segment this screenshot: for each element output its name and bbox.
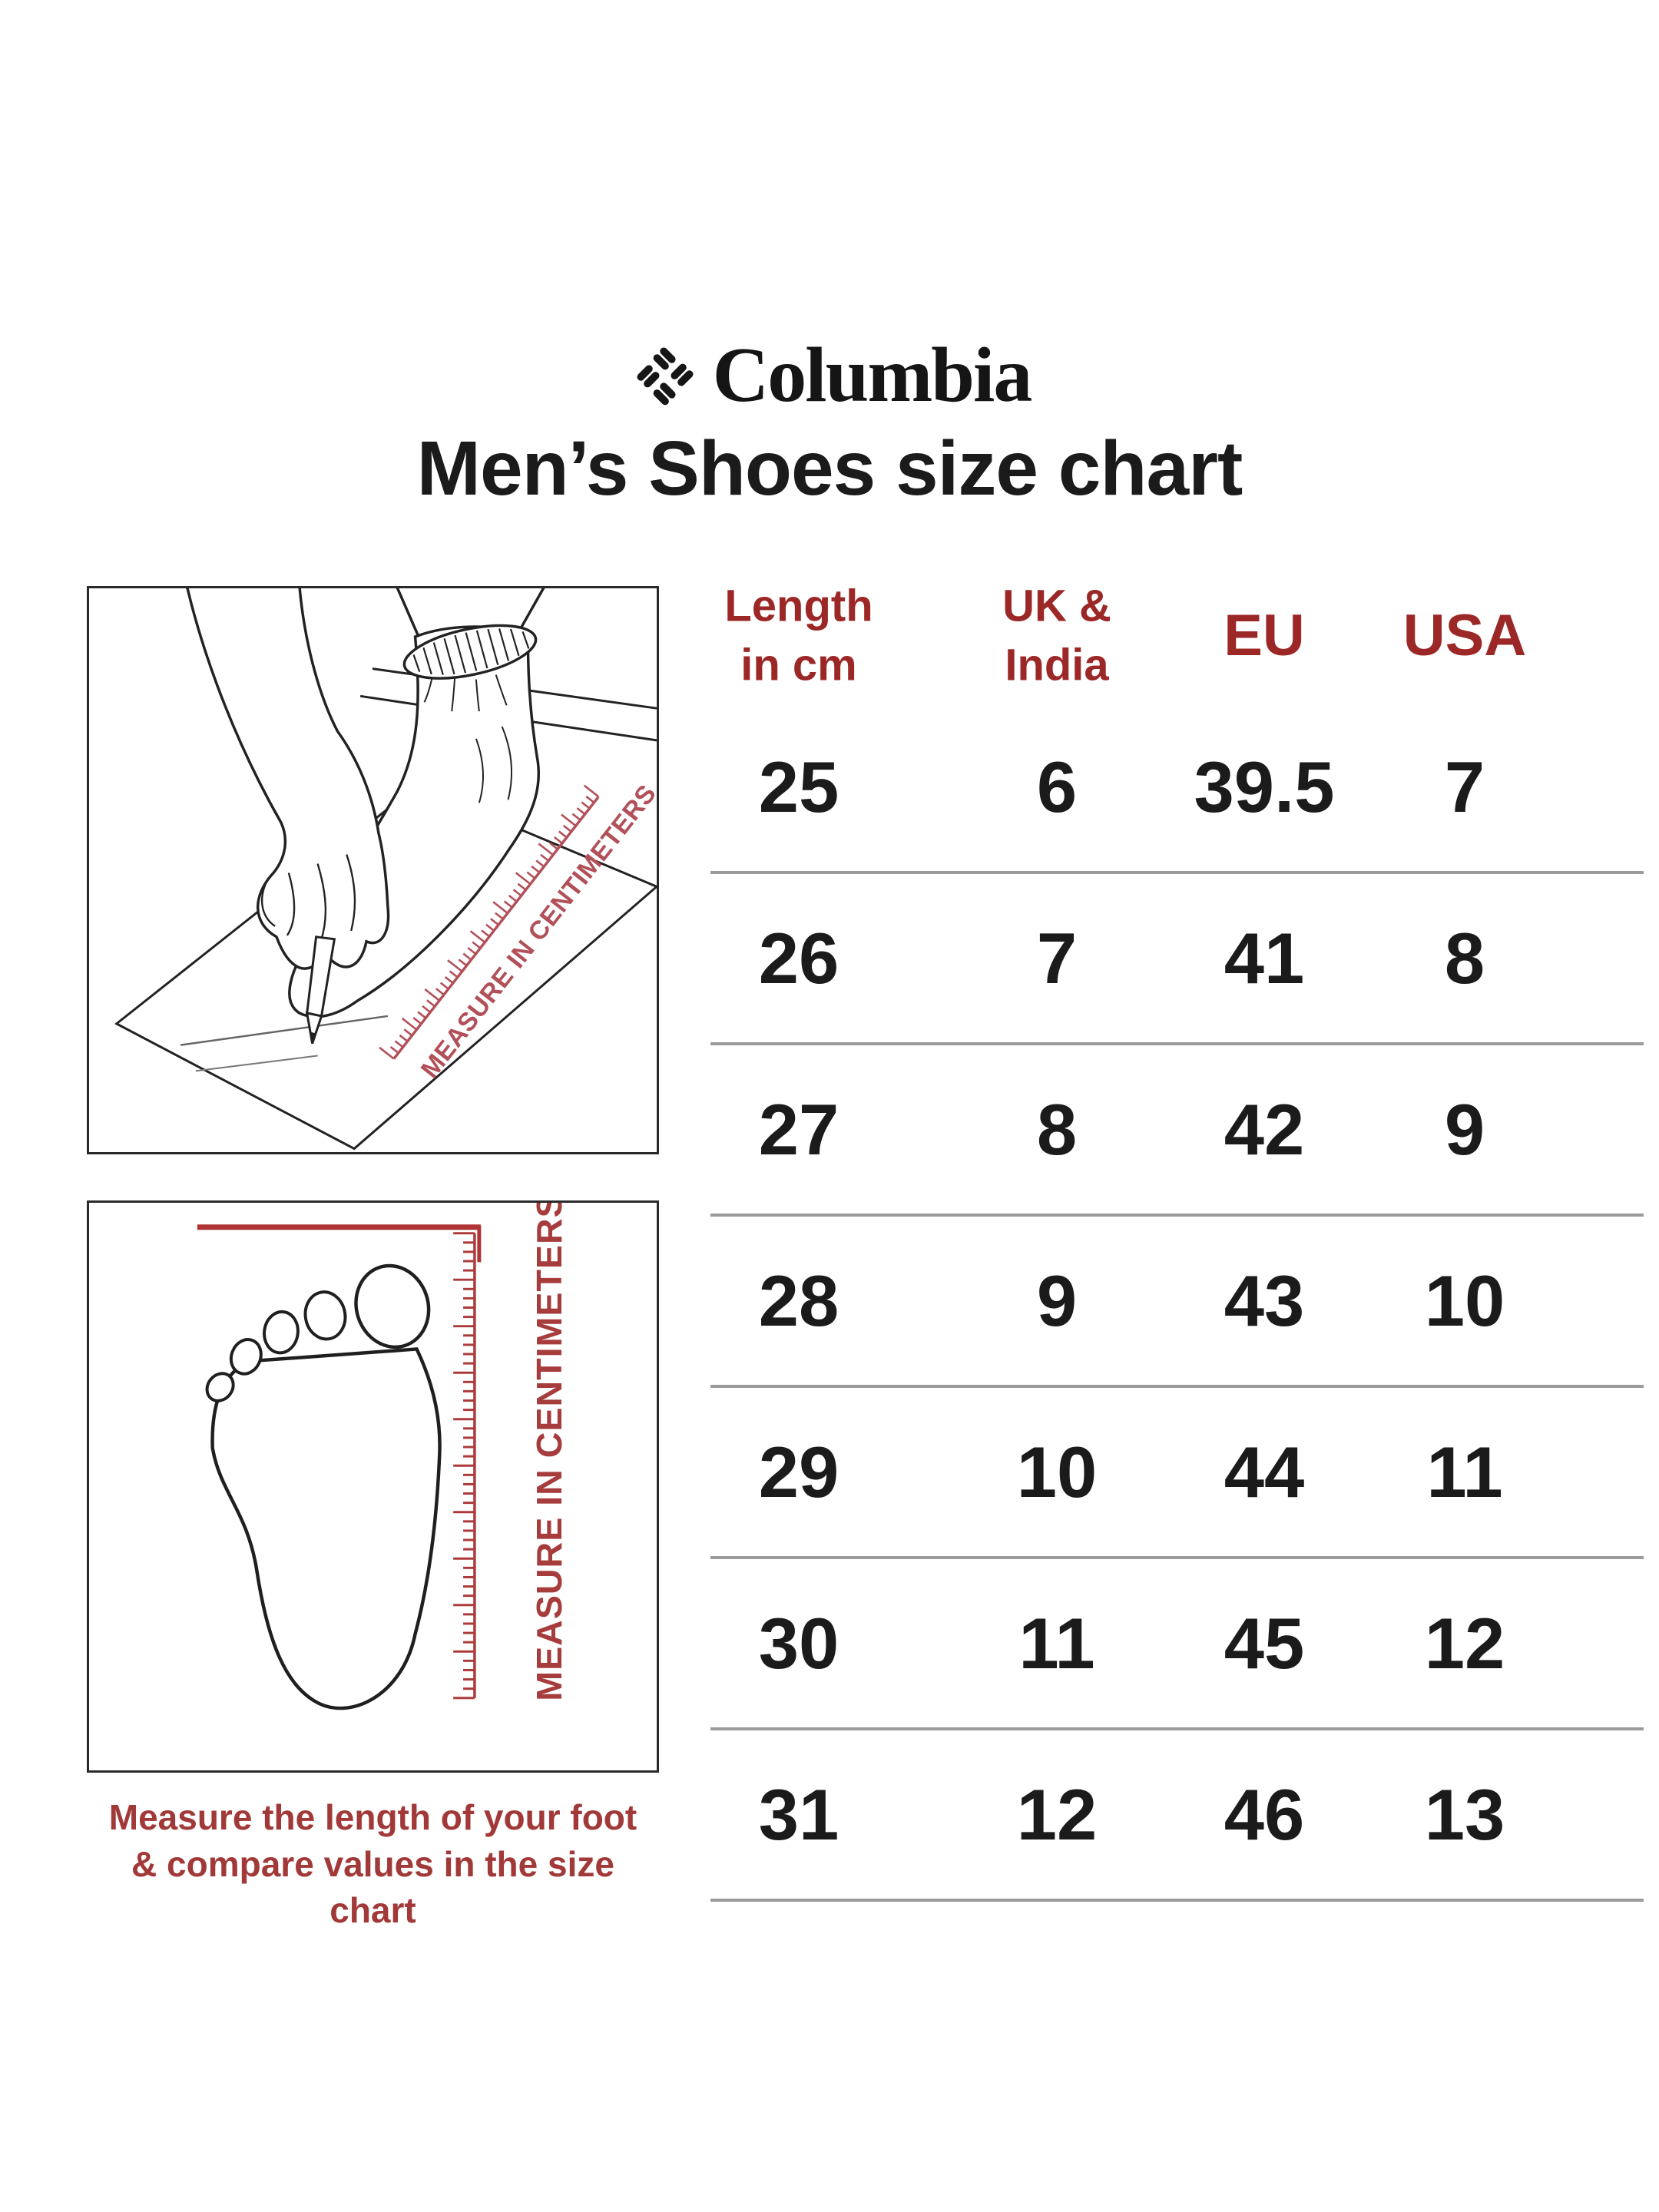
table-row: 31 12 46 13 — [710, 1730, 1644, 1902]
cell-uk-india: 8 — [1036, 1088, 1078, 1170]
cell-eu: 41 — [1224, 917, 1305, 998]
brand-name: Columbia — [712, 332, 1033, 419]
table-row: 29 10 44 11 — [710, 1388, 1644, 1559]
cell-uk-india: 12 — [1016, 1773, 1098, 1855]
cell-uk-india: 11 — [1018, 1602, 1095, 1684]
cell-usa: 13 — [1424, 1773, 1505, 1855]
footprint — [205, 1263, 442, 1710]
cell-length-cm: 26 — [758, 917, 839, 998]
cell-uk-india: 10 — [1016, 1431, 1098, 1512]
cell-eu: 43 — [1224, 1260, 1305, 1341]
cell-usa: 9 — [1444, 1088, 1485, 1170]
footprint-drawing: MEASURE IN CENTIMETERS — [197, 1203, 569, 1710]
measure-foot-illustration: MEASURE IN CENTIMETERS — [87, 586, 659, 1154]
table-header-row: Length in cm UK & India EU USA — [710, 568, 1644, 703]
columbia-logo: Columbia — [628, 332, 1033, 419]
cell-length-cm: 27 — [758, 1088, 839, 1170]
sock-cuff — [402, 624, 538, 680]
table-row: 25 6 39.5 7 — [710, 703, 1644, 874]
measure-foot-drawing: MEASURE IN CENTIMETERS — [114, 588, 657, 1151]
cell-usa: 11 — [1426, 1431, 1503, 1512]
table-row: 28 9 43 10 — [710, 1217, 1644, 1388]
footprint-illustration: MEASURE IN CENTIMETERS — [87, 1200, 659, 1773]
brand-header: Columbia Men’s Shoes size chart — [0, 332, 1659, 512]
column-header-uk-india: UK & India — [1002, 580, 1111, 690]
cell-eu: 42 — [1224, 1088, 1305, 1170]
cell-usa: 8 — [1444, 917, 1485, 998]
size-table: Length in cm UK & India EU USA 25 6 39.5 7 26 7 41 8 2… — [710, 568, 1644, 1902]
cell-uk-india: 7 — [1036, 917, 1078, 998]
column-header-length-cm: Length in cm — [724, 580, 873, 690]
cell-eu: 46 — [1224, 1773, 1305, 1855]
cell-usa: 10 — [1424, 1260, 1505, 1341]
vertical-ruler-label: MEASURE IN CENTIMETERS — [529, 1203, 569, 1701]
caption: Measure the length of your foot & compar… — [87, 1794, 659, 1934]
hand — [186, 588, 390, 970]
table-row: 30 11 45 12 — [710, 1559, 1644, 1730]
cell-usa: 12 — [1424, 1602, 1505, 1684]
cell-eu: 39.5 — [1194, 746, 1335, 827]
cell-length-cm: 31 — [758, 1773, 839, 1855]
table-row: 26 7 41 8 — [710, 874, 1644, 1045]
cell-uk-india: 6 — [1036, 746, 1078, 827]
cell-uk-india: 9 — [1036, 1260, 1078, 1341]
cell-usa: 7 — [1444, 746, 1485, 827]
column-header-eu: EU — [1224, 602, 1305, 668]
cell-eu: 45 — [1224, 1602, 1305, 1684]
cell-length-cm: 30 — [758, 1602, 839, 1684]
cell-length-cm: 28 — [758, 1260, 839, 1341]
caption-line-2: & compare values in the size chart — [131, 1843, 614, 1931]
cell-length-cm: 25 — [758, 746, 839, 827]
column-header-usa: USA — [1402, 602, 1527, 668]
page-title: Men’s Shoes size chart — [416, 426, 1243, 512]
cell-length-cm: 29 — [758, 1431, 839, 1512]
caption-line-1: Measure the length of your foot — [108, 1797, 637, 1837]
columbia-gem-icon — [637, 347, 694, 406]
table-row: 27 8 42 9 — [710, 1045, 1644, 1217]
vertical-ruler — [453, 1232, 476, 1700]
cell-eu: 44 — [1224, 1431, 1305, 1512]
